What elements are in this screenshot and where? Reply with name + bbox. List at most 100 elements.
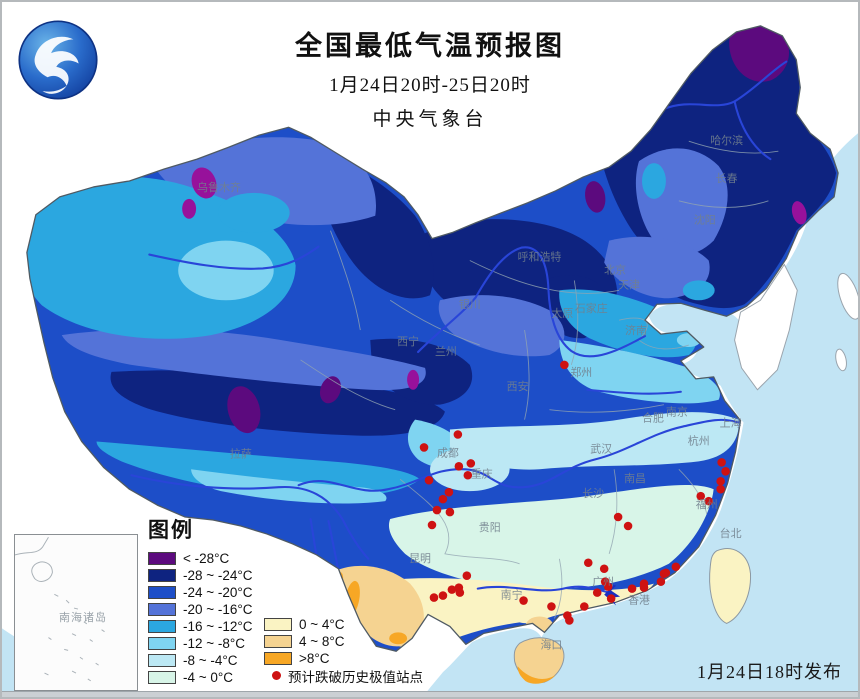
note-label: 预计跌破历史极值站点 [288,669,423,685]
legend-item: -28 ~ -24°C [148,567,253,584]
city-label: 郑州 [570,365,592,379]
legend-swatch [148,654,176,667]
legend-item: -8 ~ -4°C [148,652,253,669]
record-station-dot [432,505,442,515]
japan-islands [835,272,858,372]
record-station-dot [704,496,713,506]
legend-column-warm: 0 ~ 4°C 4 ~ 8°C >8°C 预计跌破历史极值站点 [264,616,423,685]
city-label: 香港 [628,594,650,607]
legend-label: < -28°C [183,551,230,566]
cma-logo [15,17,101,103]
legend-item: 0 ~ 4°C [264,616,423,633]
city-label: 长沙 [582,487,604,500]
legend-label: >8°C [299,651,330,666]
south-china-sea-inset: 南海诸岛 [14,534,138,691]
city-label: 南京 [666,405,688,419]
city-label: 贵阳 [479,521,501,534]
record-station-dot [613,512,623,522]
pearl-estuary-arrow [604,582,621,606]
record-station-dot [671,562,681,572]
record-station-dot [599,564,609,574]
title-block: 全国最低气温预报图 1月24日20时-25日20时 中央气象台 [2,24,858,131]
legend-label: -20 ~ -16°C [183,602,253,617]
legend-swatch [148,569,176,582]
city-label: 台北 [720,526,742,540]
legend-item: >8°C [264,650,423,667]
taiwan-island [709,548,752,624]
record-station-dot [419,443,429,452]
hainan-island [513,637,565,684]
record-station-dot [696,491,706,501]
record-station-dot [438,591,448,600]
record-station-dots [419,360,730,625]
legend-label: -28 ~ -24°C [183,568,253,583]
city-label: 合肥 [642,411,664,425]
city-label: 重庆 [471,466,493,480]
city-label: 上海 [720,416,742,430]
record-station-dot [453,430,463,439]
city-label: 沈阳 [694,213,716,227]
legend-item: -20 ~ -16°C [148,601,253,618]
record-station-dot [639,583,649,592]
legend-swatch [148,552,176,565]
record-station-dot [462,571,472,580]
legend-swatch [148,620,176,633]
city-label: 北京 [604,262,626,276]
record-station-dot [455,588,465,597]
legend-swatch [148,671,176,684]
city-label: 广州 [592,576,614,589]
city-label: 太原 [551,307,573,320]
legend-swatch [148,637,176,650]
legend-label: 4 ~ 8°C [299,634,345,649]
frame-bottom-edge [2,691,858,697]
city-label: 福州 [696,497,718,511]
country-border [26,25,839,652]
record-station-dot [445,507,455,517]
city-label: 西安 [507,379,529,393]
record-station-dot [579,602,589,611]
record-station-dot [565,616,574,625]
legend-item: -16 ~ -12°C [148,618,253,635]
legend-swatch [264,652,292,665]
city-label: 长春 [716,172,738,185]
record-station-dot [592,588,602,597]
legend: 图例 < -28°C -28 ~ -24°C -24 ~ -20°C -20 ~ -1… [148,514,568,697]
record-station-dot [721,467,730,476]
legend-label: -16 ~ -12°C [183,619,253,634]
record-station-dot [427,520,437,530]
legend-swatch [264,618,292,631]
city-label: 成都 [437,446,459,459]
record-station-dot [560,360,569,370]
page-subtitle: 1月24日20时-25日20时 [329,75,531,96]
legend-item: -12 ~ -8°C [148,635,253,652]
city-label: 天津 [618,278,640,291]
record-station-dot [716,476,725,486]
record-station-dot [716,484,725,494]
record-station-dot [438,494,448,504]
note-dot-icon [272,671,281,680]
legend-swatch [264,635,292,648]
city-label: 兰州 [435,345,457,358]
inset-label: 南海诸岛 [59,612,107,624]
city-label: 哈尔滨 [710,133,743,147]
legend-label: -12 ~ -8°C [183,636,246,651]
record-station-dot [547,602,556,611]
legend-item: -24 ~ -20°C [148,584,253,601]
record-station-dot [466,459,476,468]
record-station-dot [623,521,633,531]
korea-landmass [734,263,798,391]
record-station-dot [583,558,593,568]
legend-label: -4 ~ 0°C [183,670,234,685]
city-label: 呼和浩特 [518,250,562,264]
record-station-dot [627,584,637,593]
city-label: 杭州 [688,433,710,447]
legend-title: 图例 [148,518,194,542]
city-label: 海口 [540,637,562,651]
legend-label: -8 ~ -4°C [183,653,238,668]
record-station-dot [444,487,454,497]
city-label: 西宁 [397,334,419,348]
record-station-dot [463,471,473,480]
record-station-dot [606,594,616,603]
